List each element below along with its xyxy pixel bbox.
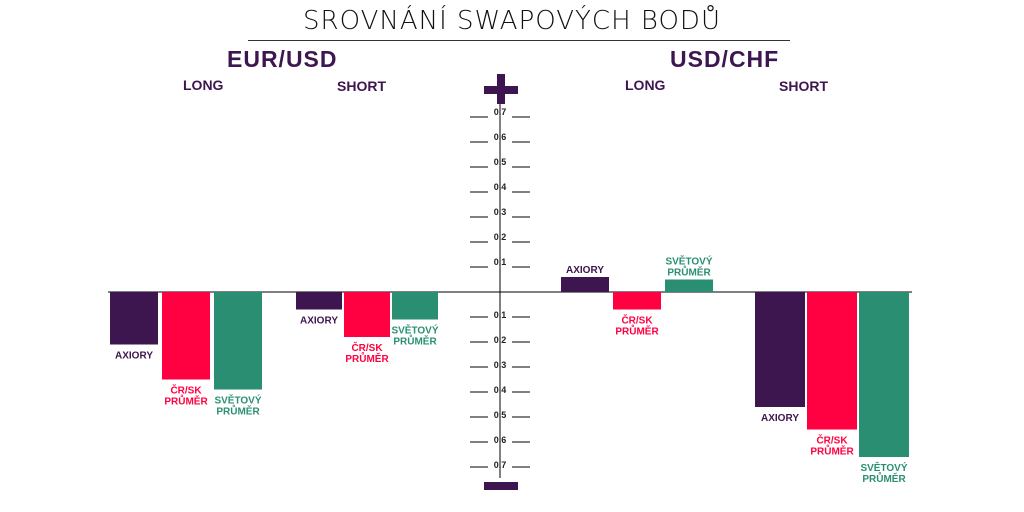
bar-svetovy (859, 292, 909, 457)
y-tick-label: 0,5 (494, 410, 507, 420)
y-tick-label: 0,2 (494, 335, 507, 345)
bar-label: AXIORY (115, 351, 153, 362)
bar-cr_sk (162, 292, 210, 380)
bar-label: ČR/SK (170, 384, 202, 397)
bar-label: SVĚTOVÝ (860, 461, 907, 474)
pair-label-eurusd: EUR/USD (227, 46, 338, 72)
chart-title: SROVNÁNÍ SWAPOVÝCH BODŮ (303, 6, 721, 36)
bar-label: AXIORY (566, 265, 604, 276)
title-underline (248, 40, 790, 41)
bar-axiory (296, 292, 342, 310)
bar-cr_sk (344, 292, 390, 337)
bar-cr_sk (807, 292, 857, 430)
y-tick-label: 0,4 (494, 385, 507, 395)
y-tick-label: 0,7 (494, 107, 507, 117)
side-label-usdchf-long: LONG (625, 77, 666, 93)
side-label-usdchf-short: SHORT (779, 78, 828, 94)
bar-axiory (110, 292, 158, 345)
side-label-eurusd-long: LONG (183, 77, 224, 93)
y-tick-label: 0,3 (494, 207, 507, 217)
y-tick-label: 0,4 (494, 182, 507, 192)
bar-label: AXIORY (300, 316, 338, 327)
y-tick-label: 0,6 (494, 435, 507, 445)
bar-svetovy (392, 292, 438, 320)
y-tick-label: 0,3 (494, 360, 507, 370)
side-label-eurusd-short: SHORT (337, 78, 386, 94)
bar-label: PRŮMĚR (810, 444, 854, 458)
y-tick-label: 0,1 (494, 257, 507, 267)
bar-axiory (561, 277, 609, 292)
pair-label-usdchf: USD/CHF (670, 46, 780, 72)
bar-label: SVĚTOVÝ (214, 394, 261, 407)
plus-icon-vertical (497, 74, 505, 104)
bar-label: PRŮMĚR (862, 471, 906, 485)
bar-label: PRŮMĚR (615, 324, 659, 338)
bar-label: SVĚTOVÝ (665, 255, 712, 268)
y-tick-label: 0,2 (494, 232, 507, 242)
bar-label: PRŮMĚR (345, 351, 389, 365)
bar-label: PRŮMĚR (164, 394, 208, 408)
bar-label: ČR/SK (816, 434, 848, 447)
minus-icon (484, 482, 518, 490)
bar-svetovy (214, 292, 262, 390)
bar-label: AXIORY (761, 413, 799, 424)
bar-cr_sk (613, 292, 661, 310)
bar-label: SVĚTOVÝ (391, 324, 438, 337)
bar-label: PRŮMĚR (667, 265, 711, 279)
y-tick-label: 0,5 (494, 157, 507, 167)
y-tick-label: 0,6 (494, 132, 507, 142)
bar-axiory (755, 292, 805, 407)
bar-label: PRŮMĚR (393, 334, 437, 348)
bar-label: ČR/SK (621, 314, 653, 327)
y-tick-label: 0,7 (494, 460, 507, 470)
bar-svetovy (665, 279, 713, 292)
bar-label: ČR/SK (351, 341, 383, 354)
y-tick-label: 0,1 (494, 310, 507, 320)
bar-label: PRŮMĚR (216, 404, 260, 418)
